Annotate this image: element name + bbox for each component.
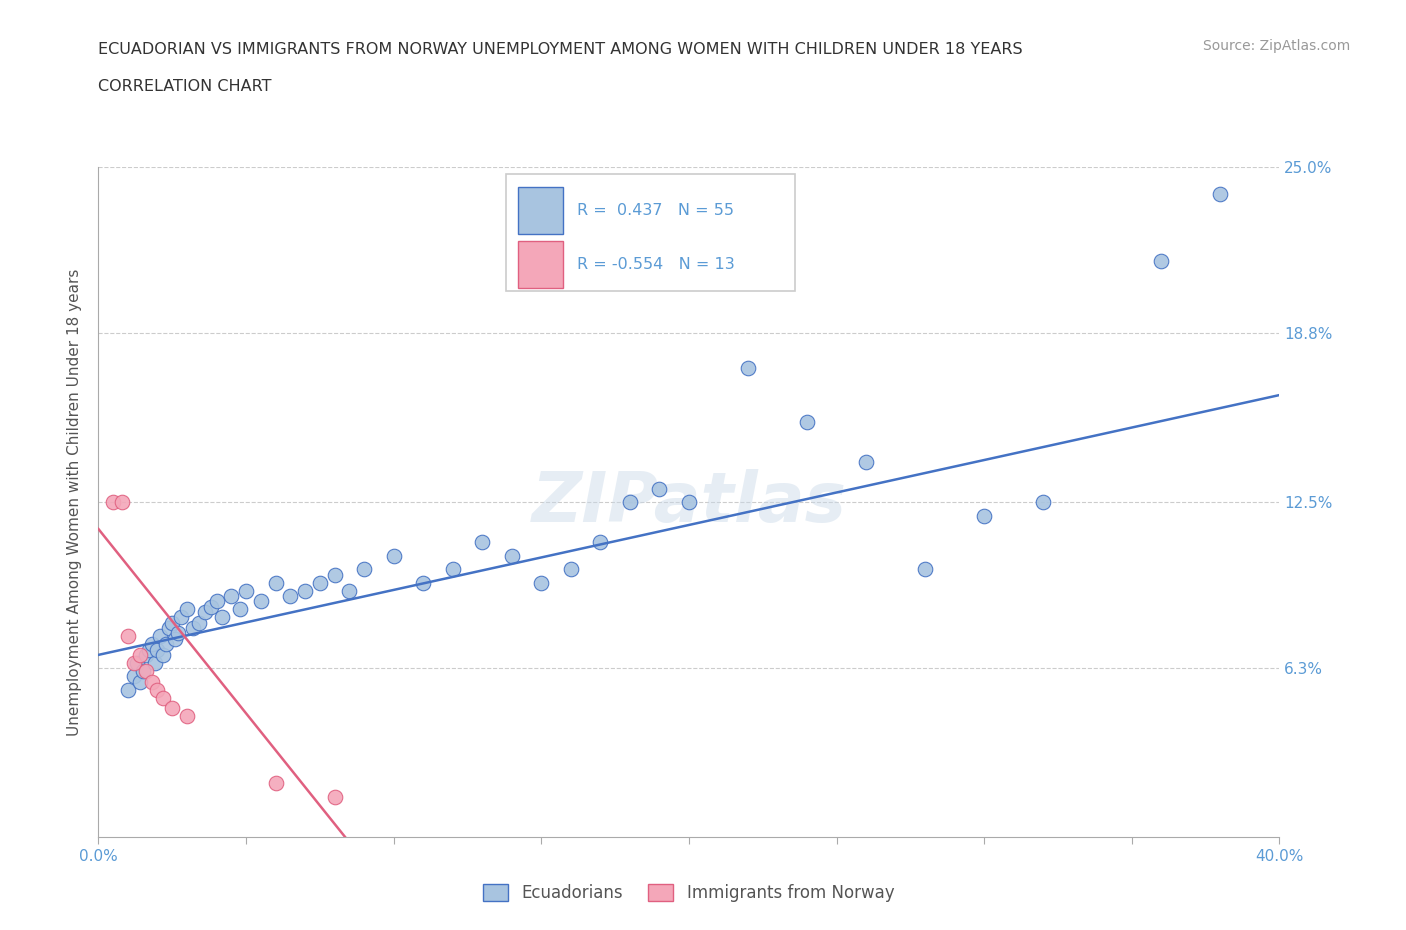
Point: [117, 683, 139, 698]
Point: [382, 549, 405, 564]
Point: [162, 701, 183, 716]
Point: [155, 637, 177, 652]
Point: [737, 361, 759, 376]
Point: [412, 575, 434, 590]
Point: [141, 674, 163, 689]
FancyBboxPatch shape: [517, 241, 562, 288]
Point: [323, 567, 346, 582]
Point: [181, 620, 204, 635]
Point: [205, 594, 228, 609]
Point: [128, 674, 150, 689]
Point: [152, 647, 174, 662]
Point: [471, 535, 494, 550]
Point: [200, 599, 222, 614]
Point: [143, 656, 166, 671]
Point: [122, 656, 145, 671]
Point: [648, 482, 671, 497]
Point: [589, 535, 612, 550]
Point: [441, 562, 464, 577]
Point: [149, 629, 172, 644]
Point: [141, 637, 163, 652]
Point: [353, 562, 375, 577]
Point: [678, 495, 700, 510]
FancyBboxPatch shape: [517, 188, 562, 234]
Point: [157, 620, 180, 635]
Point: [339, 583, 360, 598]
Point: [619, 495, 641, 510]
Point: [135, 647, 157, 662]
Point: [152, 690, 174, 705]
Text: R =  0.437   N = 55: R = 0.437 N = 55: [576, 204, 734, 219]
Point: [278, 589, 302, 604]
Point: [914, 562, 936, 577]
Point: [235, 583, 257, 598]
Point: [132, 663, 155, 678]
Point: [165, 631, 187, 646]
Point: [323, 790, 346, 804]
Point: [294, 583, 316, 598]
Point: [103, 495, 125, 510]
Point: [122, 669, 145, 684]
Point: [1209, 187, 1232, 202]
Point: [176, 709, 198, 724]
Point: [796, 415, 818, 430]
Point: [530, 575, 553, 590]
Point: [855, 455, 877, 470]
Point: [170, 610, 193, 625]
Text: Source: ZipAtlas.com: Source: ZipAtlas.com: [1202, 39, 1350, 53]
Point: [250, 594, 273, 609]
Point: [219, 589, 242, 604]
Point: [117, 629, 139, 644]
Point: [264, 575, 287, 590]
Text: ECUADORIAN VS IMMIGRANTS FROM NORWAY UNEMPLOYMENT AMONG WOMEN WITH CHILDREN UNDE: ECUADORIAN VS IMMIGRANTS FROM NORWAY UNE…: [98, 42, 1024, 57]
Point: [194, 604, 217, 619]
Point: [146, 683, 169, 698]
Point: [187, 616, 209, 631]
Text: CORRELATION CHART: CORRELATION CHART: [98, 79, 271, 94]
Point: [1150, 254, 1173, 269]
Text: ZIPatlas: ZIPatlas: [531, 469, 846, 536]
Point: [146, 642, 169, 657]
Point: [973, 508, 995, 523]
Point: [501, 549, 523, 564]
Point: [1032, 495, 1054, 510]
Text: R = -0.554   N = 13: R = -0.554 N = 13: [576, 257, 734, 272]
Point: [162, 616, 183, 631]
Point: [125, 656, 148, 671]
Y-axis label: Unemployment Among Women with Children Under 18 years: Unemployment Among Women with Children U…: [67, 269, 83, 736]
Point: [128, 647, 150, 662]
FancyBboxPatch shape: [506, 174, 796, 291]
Point: [264, 776, 287, 790]
Point: [138, 642, 160, 657]
Point: [111, 495, 134, 510]
Point: [167, 626, 190, 641]
Point: [229, 602, 252, 617]
Point: [560, 562, 582, 577]
Legend: Ecuadorians, Immigrants from Norway: Ecuadorians, Immigrants from Norway: [477, 878, 901, 909]
Point: [176, 602, 198, 617]
Point: [211, 610, 233, 625]
Point: [309, 575, 332, 590]
Point: [135, 663, 157, 678]
